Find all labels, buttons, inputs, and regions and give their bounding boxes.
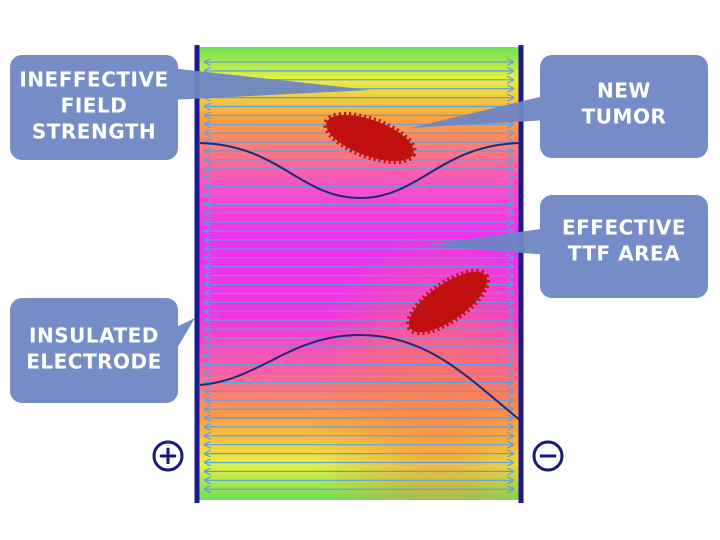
callout-text: INSULATED [29,324,159,348]
callout-text: ELECTRODE [26,350,162,374]
callout-pointer [410,95,548,128]
tumor [323,111,417,165]
callout-text: INEFFECTIVE [19,68,168,92]
callout-text: EFFECTIVE [562,216,686,240]
callout-pointer [170,68,370,100]
callout-text: STRENGTH [32,120,156,144]
polarity-icon [152,440,184,472]
callout-text: TUMOR [582,105,667,129]
callout-text: NEW [597,79,651,103]
polarity-symbol: − [537,441,559,471]
callout-text: TTF AREA [568,242,680,266]
callout [540,55,708,158]
polarity-symbol: + [157,441,179,471]
callout [10,298,178,403]
boundary [199,142,521,200]
tumor [405,268,491,336]
callout-text: FIELD [61,94,128,118]
boundary [199,333,521,421]
callout [540,195,708,298]
polarity-icon [532,440,564,472]
callout-pointer [425,228,548,255]
callout [10,55,178,160]
